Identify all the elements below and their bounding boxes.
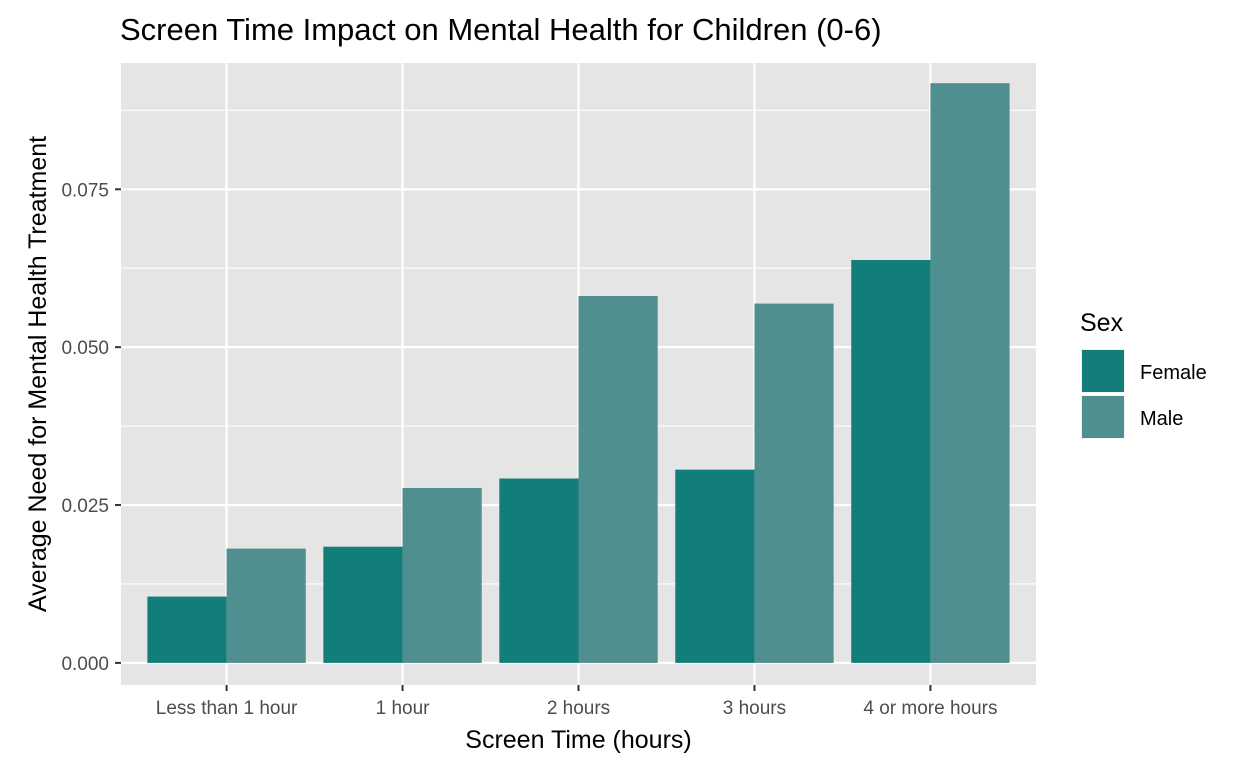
legend-label-male: Male <box>1140 408 1183 430</box>
x-tick-label: 3 hours <box>723 698 786 719</box>
legend: Sex Female Male <box>1080 309 1207 439</box>
y-axis: 0.000 0.025 0.050 0.075 <box>61 180 121 675</box>
bars <box>147 83 1010 663</box>
x-axis: Less than 1 hour 1 hour 2 hours 3 hours 4 or… <box>156 685 997 719</box>
legend-key-male <box>1082 396 1124 438</box>
chart-title: Screen Time Impact on Mental Health for … <box>120 12 882 47</box>
bar-male <box>226 548 306 663</box>
bar-male <box>402 487 482 663</box>
y-tick-label: 0.075 <box>61 180 109 201</box>
bar-female <box>147 596 227 663</box>
x-axis-title: Screen Time (hours) <box>465 726 691 754</box>
bar-female <box>323 546 403 663</box>
x-tick-label: 2 hours <box>547 698 610 719</box>
bar-female <box>499 478 579 663</box>
legend-label-female: Female <box>1140 362 1207 384</box>
legend-key-female <box>1082 350 1124 392</box>
x-tick-label: Less than 1 hour <box>156 698 298 719</box>
x-tick-label: 4 or more hours <box>863 698 997 719</box>
y-tick-label: 0.025 <box>61 496 109 517</box>
bar-female <box>675 469 755 663</box>
bar-male <box>578 296 658 663</box>
x-tick-label: 1 hour <box>376 698 431 719</box>
bar-male <box>754 303 834 663</box>
y-tick-label: 0.000 <box>61 654 109 675</box>
bar-female <box>851 260 931 663</box>
bar-male <box>930 83 1010 663</box>
y-axis-title: Average Need for Mental Health Treatment <box>24 136 52 612</box>
y-tick-label: 0.050 <box>61 338 109 359</box>
legend-title: Sex <box>1080 309 1124 337</box>
